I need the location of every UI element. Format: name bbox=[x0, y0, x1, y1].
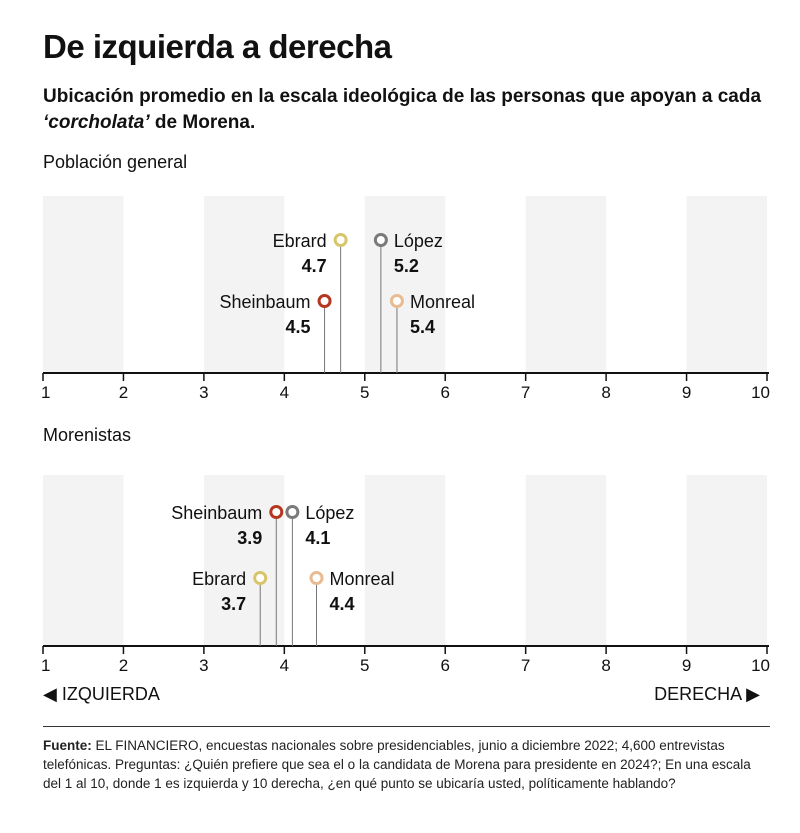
marker-monreal bbox=[389, 294, 404, 308]
source-text: EL FINANCIERO, encuestas nacionales sobr… bbox=[43, 738, 751, 791]
x-tick-label: 4 bbox=[280, 656, 289, 675]
background-band bbox=[43, 196, 124, 373]
marker-monreal bbox=[309, 571, 324, 585]
x-tick-label: 8 bbox=[601, 656, 610, 675]
subtitle-text: Ubicación promedio en la escala ideológi… bbox=[43, 86, 762, 107]
x-tick-label: 1 bbox=[41, 383, 50, 402]
background-band bbox=[525, 475, 607, 646]
value-label-lopez: 5.2 bbox=[394, 256, 419, 276]
x-tick-label: 6 bbox=[440, 383, 449, 402]
x-tick-label: 3 bbox=[199, 656, 208, 675]
name-label-ebrard: Ebrard bbox=[192, 569, 246, 589]
panel-title-morenistas: Morenistas bbox=[43, 425, 131, 445]
marker-ebrard bbox=[253, 571, 268, 585]
background-band bbox=[364, 475, 446, 646]
marker-ebrard bbox=[333, 233, 348, 247]
name-label-sheinbaum: Sheinbaum bbox=[171, 503, 262, 523]
x-tick-label: 10 bbox=[751, 383, 770, 402]
footnote-divider bbox=[43, 726, 770, 727]
axis-right-label: DERECHA ▶ bbox=[654, 684, 760, 704]
background-band bbox=[686, 475, 767, 646]
value-label-sheinbaum: 3.9 bbox=[237, 528, 262, 548]
background-band bbox=[364, 196, 446, 373]
value-label-sheinbaum: 4.5 bbox=[286, 317, 311, 337]
x-tick-label: 2 bbox=[119, 383, 128, 402]
panel-title-general: Población general bbox=[43, 152, 187, 172]
background-band bbox=[203, 475, 285, 646]
name-label-monreal: Monreal bbox=[330, 569, 395, 589]
x-tick-label: 9 bbox=[682, 656, 691, 675]
background-band bbox=[43, 475, 124, 646]
x-tick-label: 9 bbox=[682, 383, 691, 402]
background-band bbox=[686, 196, 767, 373]
x-tick-label: 10 bbox=[751, 656, 770, 675]
value-label-lopez: 4.1 bbox=[305, 528, 330, 548]
name-label-lopez: López bbox=[394, 231, 443, 251]
x-tick-label: 5 bbox=[360, 656, 369, 675]
source-label: Fuente: bbox=[43, 738, 92, 753]
name-label-ebrard: Ebrard bbox=[273, 231, 327, 251]
name-label-lopez: López bbox=[305, 503, 354, 523]
marker-sheinbaum bbox=[317, 294, 332, 308]
chart-subtitle: Ubicación promedio en la escala ideológi… bbox=[43, 84, 773, 136]
background-band bbox=[203, 196, 285, 373]
value-label-monreal: 4.4 bbox=[330, 594, 355, 614]
x-tick-label: 7 bbox=[521, 656, 530, 675]
x-tick-label: 4 bbox=[280, 383, 289, 402]
name-label-sheinbaum: Sheinbaum bbox=[219, 292, 310, 312]
value-label-monreal: 5.4 bbox=[410, 317, 435, 337]
x-tick-label: 1 bbox=[41, 656, 50, 675]
x-tick-label: 3 bbox=[199, 383, 208, 402]
value-label-ebrard: 3.7 bbox=[221, 594, 246, 614]
chart-title: De izquierda a derecha bbox=[43, 28, 392, 65]
axis-left-label: ◀ IZQUIERDA bbox=[43, 684, 160, 704]
x-tick-label: 5 bbox=[360, 383, 369, 402]
subtitle-end: de Morena. bbox=[149, 112, 256, 133]
value-label-ebrard: 4.7 bbox=[302, 256, 327, 276]
x-tick-label: 7 bbox=[521, 383, 530, 402]
x-tick-label: 8 bbox=[601, 383, 610, 402]
marker-lopez bbox=[285, 505, 300, 519]
marker-lopez bbox=[373, 233, 388, 247]
background-band bbox=[525, 196, 607, 373]
subtitle-emphasis: ‘corcholata’ bbox=[43, 112, 150, 133]
ideology-chart: Población general 1 2 3 4 5 6 7 8 9 10 Ebrard 4.7 Lóp… bbox=[41, 152, 770, 675]
x-tick-label: 2 bbox=[119, 656, 128, 675]
marker-sheinbaum bbox=[269, 505, 284, 519]
source-footnote: Fuente: EL FINANCIERO, encuestas naciona… bbox=[43, 736, 761, 793]
x-tick-label: 6 bbox=[440, 656, 449, 675]
name-label-monreal: Monreal bbox=[410, 292, 475, 312]
